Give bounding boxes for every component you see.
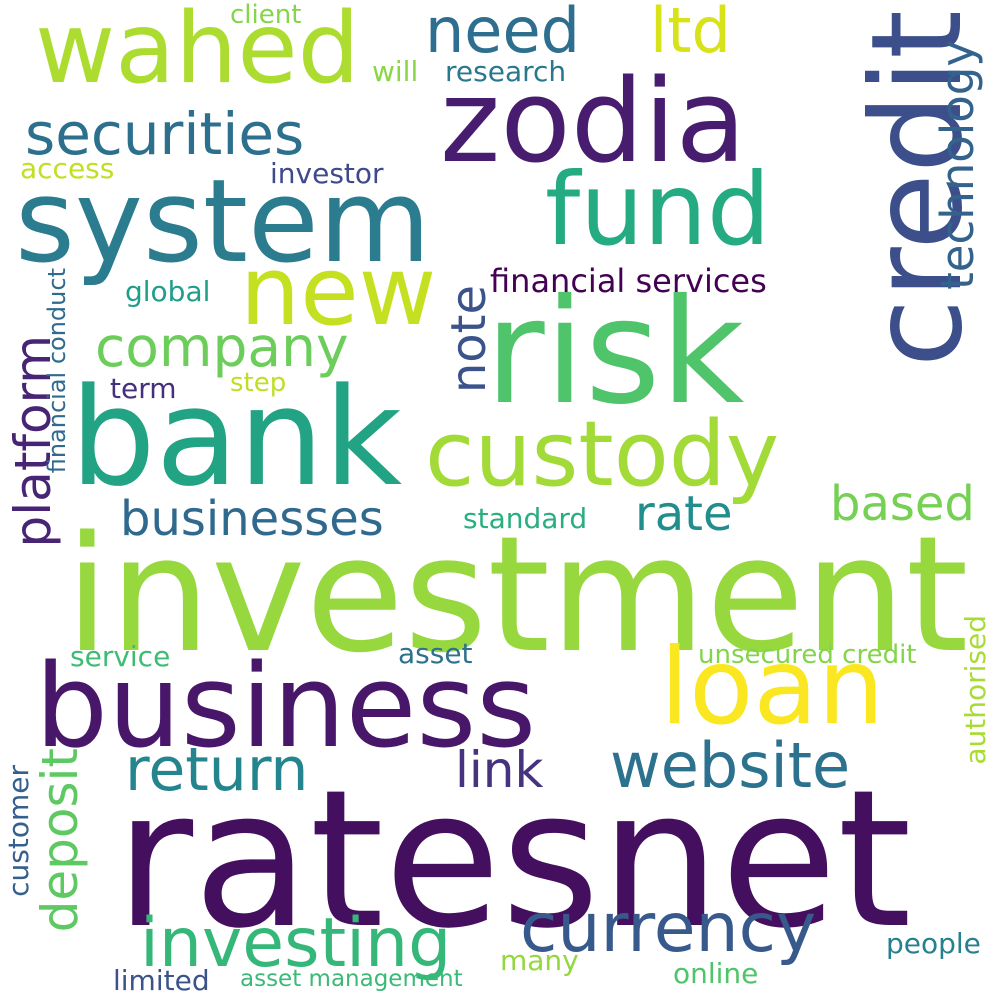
word-customer: customer <box>2 765 35 897</box>
word-business: business <box>35 640 537 774</box>
word-return: return <box>125 735 309 805</box>
word-client: client <box>230 0 302 30</box>
word-research: research <box>445 55 567 88</box>
word-financial-services: financial services <box>490 262 767 300</box>
word-people: people <box>886 927 981 960</box>
word-currency: currency <box>520 889 817 968</box>
word-new: new <box>240 237 437 347</box>
word-rate: rate <box>635 486 733 542</box>
word-wahed: wahed <box>35 0 360 106</box>
word-ratesnet: ratesnet <box>115 749 912 970</box>
word-link: link <box>455 741 544 799</box>
word-zodia: zodia <box>440 55 747 189</box>
word-securities: securities <box>25 100 305 168</box>
word-ltd: ltd <box>650 0 731 67</box>
word-online: online <box>673 957 759 990</box>
word-deposit: deposit <box>31 748 89 933</box>
word-investor: investor <box>270 157 384 190</box>
word-company: company <box>95 315 349 379</box>
word-investing: investing <box>140 904 452 983</box>
word-website: website <box>610 729 851 802</box>
word-will: will <box>372 55 419 88</box>
word-technology: technology <box>931 40 984 290</box>
word-loan: loan <box>660 626 885 748</box>
word-investment: investment <box>65 501 969 688</box>
word-standard: standard <box>463 502 588 535</box>
word-authorised: authorised <box>959 615 992 765</box>
word-businesses: businesses <box>120 491 384 547</box>
word-many: many <box>500 944 579 977</box>
word-need: need <box>425 0 580 67</box>
word-limited: limited <box>113 964 210 997</box>
word-asset-management: asset management <box>240 966 463 992</box>
word-term: term <box>110 372 177 405</box>
word-bank: bank <box>70 359 403 516</box>
word-fund: fund <box>545 151 771 268</box>
word-service: service <box>70 640 171 673</box>
word-based: based <box>830 476 975 532</box>
word-note: note <box>441 285 497 394</box>
word-step: step <box>230 368 287 398</box>
word-custody: custody <box>425 402 780 507</box>
word-access: access <box>20 152 115 185</box>
word-system: system <box>15 155 431 289</box>
word-global: global <box>125 275 211 308</box>
word-unsecured-credit: unsecured credit <box>698 640 917 670</box>
word-risk: risk <box>485 268 745 437</box>
word-asset: asset <box>398 637 473 670</box>
word-financial-conduct: financial conduct <box>43 268 71 474</box>
